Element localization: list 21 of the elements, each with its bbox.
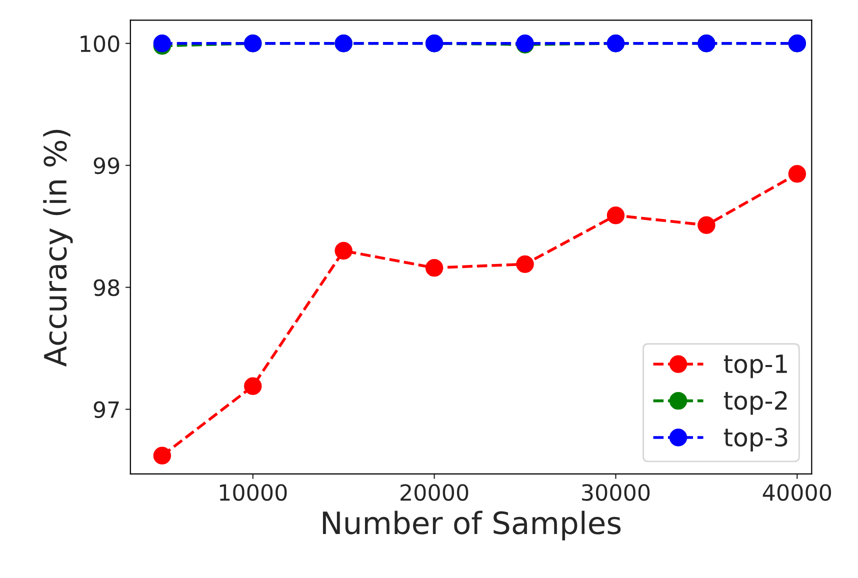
point: [334, 242, 352, 260]
point: [516, 255, 534, 274]
y-tick-label: 99: [94, 157, 120, 174]
x-tick-label: 30000: [582, 484, 650, 501]
x-tick-label: 20000: [400, 484, 468, 501]
y-axis-title: Accuracy (in %): [43, 130, 73, 367]
x-axis-title: Number of Samples: [322, 510, 621, 540]
legend-label: top-3: [724, 428, 788, 452]
x-tick-label: 40000: [762, 484, 832, 501]
point: [788, 165, 806, 183]
point: [244, 377, 262, 395]
point: [425, 258, 444, 277]
x-tick-label: 10000: [220, 484, 287, 501]
point: [698, 216, 716, 234]
legend-label: top-1: [724, 354, 787, 378]
y-tick-label: 98: [94, 279, 120, 296]
y-tick-label: 97: [94, 401, 119, 418]
point: [153, 446, 172, 465]
legend-label: top-2: [724, 391, 787, 415]
y-tick-label: 100: [80, 35, 120, 52]
point: [606, 206, 625, 224]
